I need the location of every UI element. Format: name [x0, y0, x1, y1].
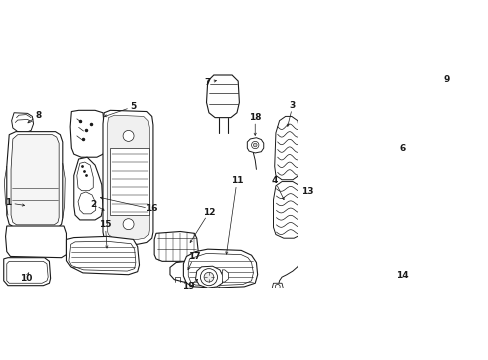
Polygon shape [5, 226, 66, 258]
Text: 11: 11 [230, 176, 243, 185]
Polygon shape [70, 110, 105, 157]
Polygon shape [437, 74, 446, 87]
Polygon shape [247, 138, 263, 153]
Polygon shape [334, 261, 354, 273]
Polygon shape [7, 261, 48, 283]
Polygon shape [188, 253, 253, 286]
Circle shape [311, 262, 317, 268]
Polygon shape [4, 258, 51, 286]
Text: 7: 7 [204, 78, 210, 87]
Circle shape [251, 141, 258, 149]
Text: 12: 12 [203, 208, 215, 217]
Polygon shape [170, 261, 208, 282]
Polygon shape [183, 249, 257, 288]
Polygon shape [325, 119, 396, 267]
Polygon shape [107, 115, 149, 239]
Polygon shape [7, 132, 62, 227]
Polygon shape [314, 204, 394, 269]
Circle shape [444, 77, 452, 85]
Polygon shape [364, 261, 386, 273]
Text: 9: 9 [443, 75, 449, 84]
Polygon shape [206, 75, 239, 118]
Polygon shape [222, 270, 228, 282]
Circle shape [203, 272, 213, 282]
Polygon shape [154, 231, 198, 261]
Text: 19: 19 [182, 282, 194, 291]
Circle shape [403, 260, 413, 270]
Polygon shape [274, 116, 301, 180]
Text: 15: 15 [99, 220, 111, 229]
Polygon shape [376, 262, 394, 282]
Polygon shape [314, 262, 329, 282]
Text: 3: 3 [289, 101, 296, 110]
Polygon shape [78, 192, 96, 214]
Bar [329, 248, 423, 290]
Circle shape [347, 124, 354, 130]
Polygon shape [272, 283, 283, 291]
Text: 5: 5 [130, 102, 136, 111]
Polygon shape [103, 110, 153, 244]
Text: 6: 6 [399, 144, 405, 153]
Polygon shape [77, 162, 93, 191]
Circle shape [275, 284, 280, 289]
Circle shape [406, 262, 410, 267]
Text: 2: 2 [90, 199, 96, 208]
Polygon shape [66, 237, 139, 275]
Bar [310, 179, 423, 282]
Polygon shape [11, 135, 59, 225]
Text: 8: 8 [35, 111, 41, 120]
Polygon shape [334, 253, 413, 277]
Text: 14: 14 [395, 271, 408, 280]
Polygon shape [313, 276, 394, 285]
Text: 1: 1 [5, 198, 12, 207]
Polygon shape [69, 241, 136, 271]
Polygon shape [110, 148, 149, 215]
Text: 17: 17 [188, 252, 200, 261]
Text: 18: 18 [248, 113, 261, 122]
Polygon shape [332, 126, 386, 256]
Polygon shape [195, 266, 223, 288]
Text: 10: 10 [20, 274, 32, 283]
Polygon shape [273, 181, 304, 238]
Polygon shape [74, 157, 103, 220]
Text: 13: 13 [301, 188, 313, 197]
Circle shape [366, 124, 372, 130]
Text: 4: 4 [271, 176, 277, 185]
Polygon shape [12, 113, 34, 133]
Text: 16: 16 [145, 204, 158, 213]
Circle shape [200, 269, 217, 286]
Circle shape [123, 219, 134, 230]
Circle shape [123, 130, 134, 141]
Circle shape [253, 143, 257, 147]
